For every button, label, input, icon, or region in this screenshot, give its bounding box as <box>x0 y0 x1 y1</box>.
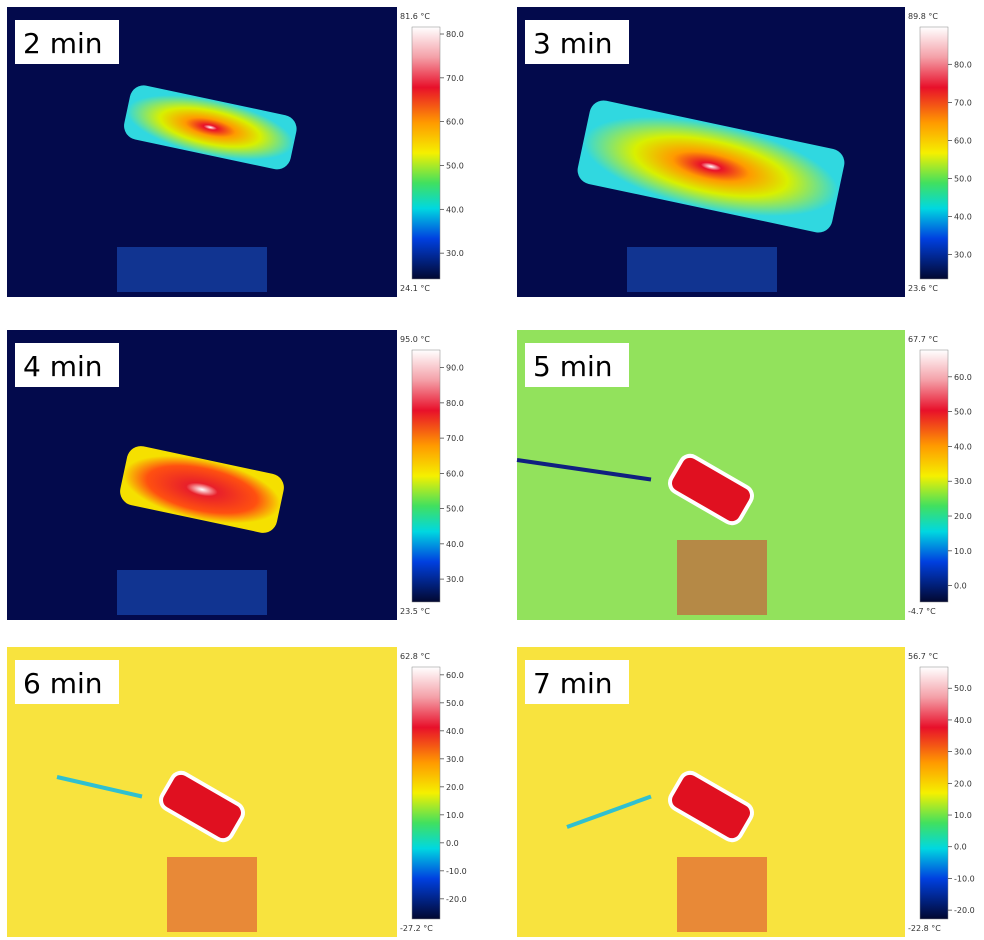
colorbar-tick-label: 10.0 <box>954 547 972 556</box>
colorbar-tick-label: 40.0 <box>954 442 972 451</box>
panel: 2 min 81.6 °C 24.1 °C 80.0 70.0 60.0 50.0 40.0 3… <box>7 7 464 297</box>
colorbar-tick-label: 50.0 <box>446 505 464 514</box>
panel-label: 5 min <box>533 350 613 383</box>
colorbar-tick-label: 60.0 <box>446 671 464 680</box>
colorbar-tick-label: -10.0 <box>954 874 975 883</box>
debris <box>117 247 267 292</box>
colorbar <box>412 27 440 279</box>
colorbar-max: 67.7 °C <box>908 335 938 344</box>
colorbar-tick-label: 80.0 <box>446 399 464 408</box>
colorbar <box>920 667 948 919</box>
colorbar-tick-label: 40.0 <box>446 727 464 736</box>
colorbar <box>412 350 440 602</box>
colorbar-tick-label: 60.0 <box>446 118 464 127</box>
colorbar-tick-label: 70.0 <box>954 98 972 107</box>
colorbar-min: -22.8 °C <box>908 924 941 933</box>
colorbar-tick-label: 30.0 <box>954 251 972 260</box>
colorbar-tick-label: 50.0 <box>446 699 464 708</box>
colorbar <box>412 667 440 919</box>
colorbar-tick-label: 60.0 <box>446 469 464 478</box>
colorbar-tick-label: 50.0 <box>446 161 464 170</box>
colorbar-tick-label: 40.0 <box>954 716 972 725</box>
colorbar-tick-label: 80.0 <box>446 30 464 39</box>
panel: 5 min 67.7 °C -4.7 °C 60.0 50.0 40.0 30.0 20.0 1… <box>517 330 972 620</box>
colorbar <box>920 350 948 602</box>
panel-label: 6 min <box>23 667 103 700</box>
colorbar-tick-label: 10.0 <box>446 811 464 820</box>
colorbar-tick-label: 70.0 <box>446 434 464 443</box>
panel-label: 3 min <box>533 27 613 60</box>
debris <box>677 540 767 615</box>
colorbar-tick-label: 90.0 <box>446 364 464 373</box>
colorbar-min: -27.2 °C <box>400 924 433 933</box>
colorbar-tick-label: 0.0 <box>954 582 967 591</box>
colorbar-tick-label: 10.0 <box>954 811 972 820</box>
colorbar-tick-label: 60.0 <box>954 373 972 382</box>
debris <box>117 570 267 615</box>
colorbar-tick-label: 60.0 <box>954 136 972 145</box>
panel: 3 min 89.8 °C 23.6 °C 80.0 70.0 60.0 50.0 40.0 3… <box>517 7 972 297</box>
colorbar-min: 24.1 °C <box>400 284 430 293</box>
debris <box>167 857 257 932</box>
colorbar-tick-label: 30.0 <box>446 755 464 764</box>
colorbar-tick-label: 50.0 <box>954 175 972 184</box>
colorbar-tick-label: -10.0 <box>446 867 467 876</box>
colorbar-tick-label: 20.0 <box>446 783 464 792</box>
colorbar-tick-label: 0.0 <box>446 839 459 848</box>
panel-label: 4 min <box>23 350 103 383</box>
colorbar-max: 95.0 °C <box>400 335 430 344</box>
colorbar-tick-label: 50.0 <box>954 408 972 417</box>
colorbar-tick-label: 20.0 <box>954 512 972 521</box>
colorbar-min: 23.6 °C <box>908 284 938 293</box>
colorbar <box>920 27 948 279</box>
colorbar-tick-label: 30.0 <box>954 477 972 486</box>
colorbar-min: -4.7 °C <box>908 607 936 616</box>
colorbar-tick-label: 40.0 <box>446 205 464 214</box>
colorbar-tick-label: 50.0 <box>954 684 972 693</box>
colorbar-tick-label: -20.0 <box>446 895 467 904</box>
colorbar-tick-label: 20.0 <box>954 779 972 788</box>
colorbar-tick-label: 30.0 <box>954 748 972 757</box>
panel: 4 min 95.0 °C 23.5 °C 90.0 80.0 70.0 60.0 50.0 4… <box>7 330 464 620</box>
colorbar-max: 56.7 °C <box>908 652 938 661</box>
figure: 2 min81.6 °C24.1 °C80.070.060.050.040.03… <box>0 0 984 940</box>
colorbar-tick-label: 30.0 <box>446 249 464 258</box>
colorbar-tick-label: 80.0 <box>954 60 972 69</box>
colorbar-tick-label: 0.0 <box>954 843 967 852</box>
colorbar-max: 81.6 °C <box>400 12 430 21</box>
colorbar-min: 23.5 °C <box>400 607 430 616</box>
colorbar-tick-label: 40.0 <box>954 213 972 222</box>
colorbar-tick-label: 70.0 <box>446 74 464 83</box>
colorbar-max: 62.8 °C <box>400 652 430 661</box>
panel: 7 min 56.7 °C -22.8 °C 50.0 40.0 30.0 20.0 10.0… <box>517 647 975 937</box>
panel-label: 2 min <box>23 27 103 60</box>
colorbar-tick-label: -20.0 <box>954 906 975 915</box>
debris <box>627 247 777 292</box>
panel: 6 min 62.8 °C -27.2 °C 60.0 50.0 40.0 30.0 20.0… <box>7 647 467 937</box>
debris <box>677 857 767 932</box>
colorbar-tick-label: 40.0 <box>446 540 464 549</box>
colorbar-tick-label: 30.0 <box>446 575 464 584</box>
colorbar-max: 89.8 °C <box>908 12 938 21</box>
panel-label: 7 min <box>533 667 613 700</box>
